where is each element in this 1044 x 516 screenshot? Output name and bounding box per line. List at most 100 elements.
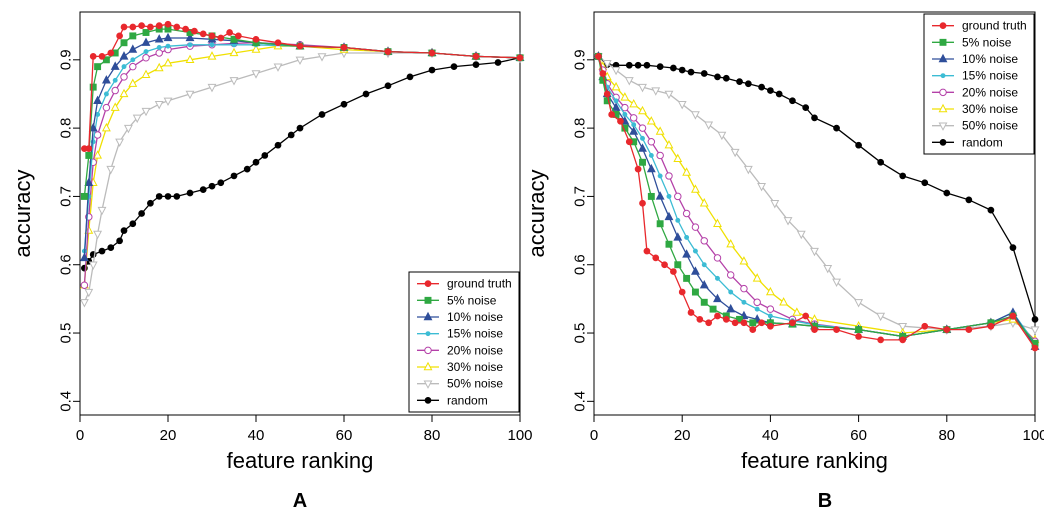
data-point [384, 82, 392, 90]
legend-swatch-marker [939, 88, 947, 97]
data-point [185, 32, 195, 42]
data-point [713, 218, 722, 227]
data-point [767, 322, 774, 330]
legend-entry-label: 15% noise [962, 69, 1018, 83]
data-point [93, 230, 103, 240]
data-point [165, 43, 171, 49]
data-point [163, 58, 173, 67]
y-tick-label: 0.8 [58, 118, 75, 139]
data-point [340, 100, 348, 108]
data-point [713, 293, 722, 303]
legend-swatch-marker [939, 22, 947, 30]
data-point [749, 319, 757, 327]
data-point [129, 62, 137, 71]
y-tick-label: 0.5 [58, 323, 75, 344]
data-point [713, 254, 722, 262]
data-point [120, 23, 128, 31]
data-point [208, 182, 216, 190]
data-point [128, 44, 138, 53]
data-point [84, 177, 94, 186]
data-point [646, 163, 656, 173]
data-point [700, 70, 708, 77]
legend-entry-label: 30% noise [447, 360, 503, 374]
y-tick-label: 0.6 [572, 254, 589, 275]
data-point [987, 322, 995, 330]
data-point [775, 90, 783, 98]
legend-swatch-marker [423, 361, 433, 371]
data-point [428, 49, 436, 57]
data-point [80, 192, 88, 200]
legend-swatch-marker [423, 311, 433, 321]
data-point [1030, 326, 1040, 335]
data-point [811, 326, 818, 333]
data-point [696, 316, 704, 323]
data-point [666, 193, 672, 199]
data-point [155, 22, 163, 30]
data-point [855, 141, 862, 149]
data-point [640, 135, 645, 141]
data-point [705, 319, 713, 327]
data-point [516, 54, 524, 62]
data-point [617, 117, 624, 125]
data-point [80, 281, 89, 289]
legend-swatch-marker [940, 73, 946, 79]
data-point [199, 186, 207, 193]
data-point [647, 138, 656, 146]
data-point [656, 63, 664, 71]
data-point [624, 77, 634, 86]
data-point [102, 56, 110, 64]
y-tick-label: 0.4 [572, 391, 589, 412]
data-point [691, 288, 699, 296]
data-point [691, 111, 700, 120]
data-point [119, 88, 129, 98]
data-point [138, 22, 145, 30]
data-point [631, 122, 637, 128]
series-random [81, 54, 524, 272]
data-point [251, 70, 261, 79]
data-point [700, 298, 708, 306]
data-point [670, 64, 677, 72]
data-point [129, 32, 137, 40]
data-point [141, 107, 151, 117]
data-point [823, 264, 833, 274]
data-point [129, 220, 137, 228]
data-point [611, 81, 621, 91]
data-point [682, 167, 692, 176]
data-point [877, 158, 885, 166]
data-point [758, 319, 765, 327]
y-tick-label: 0.9 [572, 49, 589, 70]
series-line [597, 56, 1036, 341]
data-point [770, 200, 780, 209]
data-point [599, 70, 607, 77]
data-point [765, 286, 775, 296]
data-point [129, 23, 137, 31]
data-point [274, 39, 282, 47]
y-axis-label: accuracy [10, 169, 35, 257]
data-point [147, 23, 154, 31]
data-point [625, 61, 633, 69]
x-tick-label: 20 [160, 427, 177, 444]
data-point [757, 182, 767, 192]
data-point [88, 261, 98, 270]
data-point [754, 306, 760, 312]
data-point [142, 29, 150, 36]
data-point [674, 261, 682, 269]
data-point [185, 54, 195, 64]
data-point [692, 248, 698, 254]
data-point [717, 131, 727, 141]
data-point [251, 44, 261, 53]
data-point [965, 326, 973, 333]
data-point [657, 173, 663, 179]
series-50-noise [593, 53, 1040, 335]
y-tick-label: 0.5 [572, 323, 589, 344]
data-point [739, 256, 749, 265]
data-point [141, 37, 151, 46]
data-point [252, 35, 260, 43]
data-point [186, 189, 194, 197]
data-point [802, 104, 810, 111]
data-point [106, 165, 116, 175]
data-point [182, 25, 189, 33]
data-point [107, 49, 115, 57]
data-point [141, 69, 151, 79]
data-point [252, 158, 260, 166]
